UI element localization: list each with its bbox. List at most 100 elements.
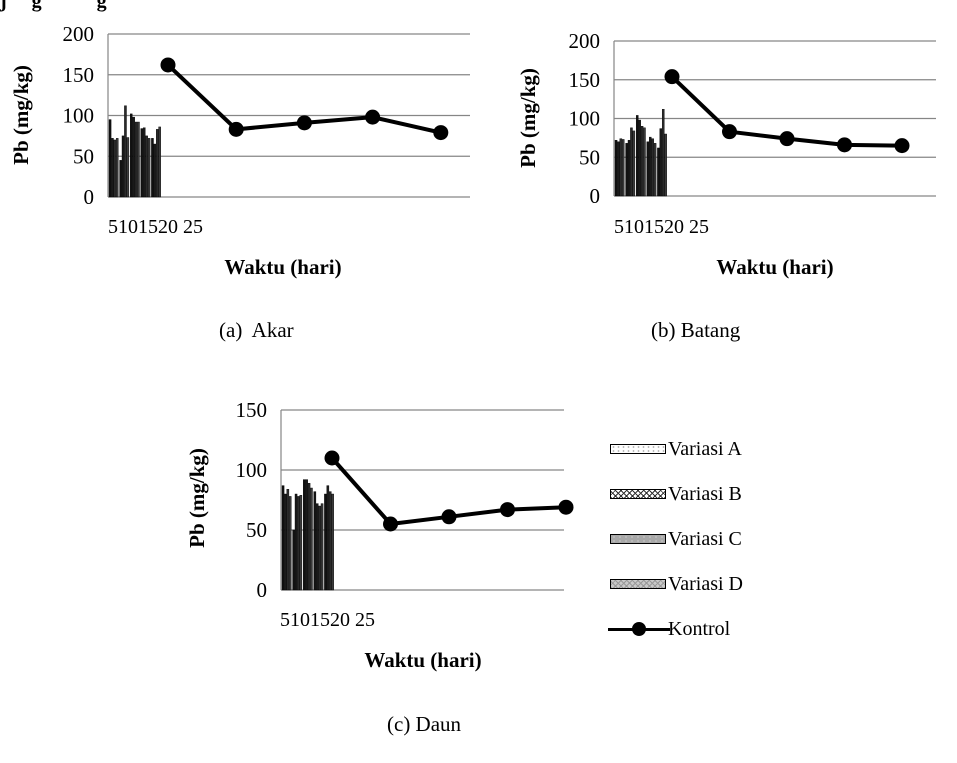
chart-akar: 0 50 100 150 200 5101520 25 Waktu (hari) Pb (mg… <box>9 22 470 279</box>
bar-variasi-b <box>617 141 620 197</box>
caption-akar: (a) Akar <box>219 318 294 342</box>
bar-variasi-a <box>614 139 618 197</box>
bar-variasi-c <box>124 105 127 198</box>
bar-variasi-a <box>302 479 306 591</box>
bar-variasi-b <box>648 136 652 197</box>
header-text-fragment: j g g <box>0 0 107 12</box>
bar-variasi-b <box>627 139 631 197</box>
bar-variasi-b <box>305 479 308 591</box>
bar-variasi-b <box>111 138 114 198</box>
bar-variasi-c <box>145 135 148 198</box>
bar-variasi-c <box>297 496 300 591</box>
bar-variasi-a <box>292 529 295 591</box>
bar-variasi-a <box>281 485 285 591</box>
chart-daun: 0 50 100 150 5101520 25 Waktu (hari) Pb (mg/kg… <box>185 398 574 672</box>
x-axis-label: Waktu (hari) <box>224 255 341 279</box>
legend-item-variasi-c: Variasi C <box>608 528 808 552</box>
caption-daun: (c) Daun <box>387 712 462 736</box>
bar-variasi-b <box>153 143 157 198</box>
bar-variasi-c <box>619 138 623 197</box>
kontrol-point <box>433 125 449 141</box>
y-tick-label: 100 <box>569 107 601 131</box>
chart-batang: 0 50 100 150 200 5101520 25 Waktu (hari) Pb (mg… <box>516 29 936 279</box>
bar-variasi-a <box>635 115 639 197</box>
kontrol-point <box>779 131 795 147</box>
bar-variasi-b <box>132 116 135 198</box>
bar-variasi-d <box>632 130 636 197</box>
bar-variasi-d <box>653 143 657 197</box>
bar-variasi-c <box>134 121 138 198</box>
y-tick-label: 50 <box>579 145 600 169</box>
x-tick-labels: 5101520 25 <box>108 216 203 238</box>
bar-variasi-a <box>129 113 133 198</box>
y-tick-label: 200 <box>63 22 95 46</box>
legend-item-variasi-b: Variasi B <box>608 483 808 507</box>
legend-label-variasi-b: Variasi B <box>668 483 742 505</box>
legend-swatch-variasi-b <box>610 489 666 499</box>
kontrol-point <box>324 450 340 466</box>
bar-variasi-b <box>142 127 146 198</box>
bar-variasi-a <box>625 143 628 197</box>
bar-variasi-d <box>310 487 313 591</box>
kontrol-point <box>441 509 457 525</box>
y-axis-label: Pb (mg/kg) <box>185 448 209 548</box>
y-tick-label: 0 <box>257 578 268 602</box>
y-tick-label: 0 <box>84 185 95 209</box>
bar-variasi-d <box>126 137 130 198</box>
kontrol-point <box>500 502 515 518</box>
bar-variasi-d <box>147 138 151 198</box>
legend-item-kontrol: Kontrol <box>608 618 808 642</box>
legend-label-variasi-c: Variasi C <box>668 528 742 550</box>
bar-variasi-d <box>299 494 303 591</box>
legend-swatch-variasi-a <box>610 444 666 454</box>
legend-label-variasi-a: Variasi A <box>668 438 742 460</box>
kontrol-point <box>365 109 381 125</box>
kontrol-point <box>722 124 737 140</box>
bar-variasi-c <box>630 127 633 197</box>
bar-variasi-d <box>158 126 161 198</box>
bar-variasi-b <box>638 119 641 197</box>
legend-item-variasi-a: Variasi A <box>608 438 808 462</box>
bar-variasi-a <box>313 491 317 591</box>
kontrol-point <box>160 57 176 73</box>
bar-variasi-a <box>119 160 122 198</box>
y-tick-label: 150 <box>63 63 95 87</box>
bar-variasi-c <box>286 488 290 591</box>
bar-variasi-d <box>664 133 667 197</box>
kontrol-point <box>558 499 574 515</box>
bar-variasi-a <box>151 138 154 198</box>
bar-variasi-b <box>326 485 330 591</box>
y-axis-label: Pb (mg/kg) <box>9 65 33 165</box>
x-tick-labels: 5101520 25 <box>614 216 709 238</box>
y-axis-label: Pb (mg/kg) <box>516 68 540 168</box>
bar-variasi-b <box>315 503 319 591</box>
y-tick-label: 100 <box>236 458 268 482</box>
legend-swatch-variasi-c <box>610 534 666 544</box>
y-tick-label: 50 <box>73 144 94 168</box>
kontrol-point <box>228 121 244 137</box>
bar-variasi-c <box>155 129 159 198</box>
bar-variasi-c <box>318 505 321 591</box>
y-tick-label: 100 <box>63 104 95 128</box>
y-tick-label: 150 <box>569 68 601 92</box>
bar-variasi-d <box>643 127 646 197</box>
y-tick-label: 0 <box>590 184 601 208</box>
x-axis-label: Waktu (hari) <box>716 255 833 279</box>
bar-variasi-c <box>307 482 311 591</box>
kontrol-point <box>664 69 680 85</box>
bar-variasi-d <box>137 121 140 198</box>
bar-variasi-b <box>284 493 287 591</box>
caption-batang: (b) Batang <box>651 318 741 342</box>
bar-variasi-a <box>324 493 327 591</box>
y-tick-label: 50 <box>246 518 267 542</box>
bar-variasi-c <box>661 108 665 197</box>
kontrol-point <box>383 516 398 532</box>
bar-variasi-d <box>320 503 324 591</box>
legend-label-kontrol: Kontrol <box>668 618 731 640</box>
bar-variasi-c <box>651 138 654 197</box>
y-tick-label: 200 <box>569 29 601 53</box>
bar-variasi-a <box>108 119 112 198</box>
kontrol-point <box>296 115 312 131</box>
kontrol-point <box>837 137 852 153</box>
bar-variasi-b <box>121 135 125 198</box>
